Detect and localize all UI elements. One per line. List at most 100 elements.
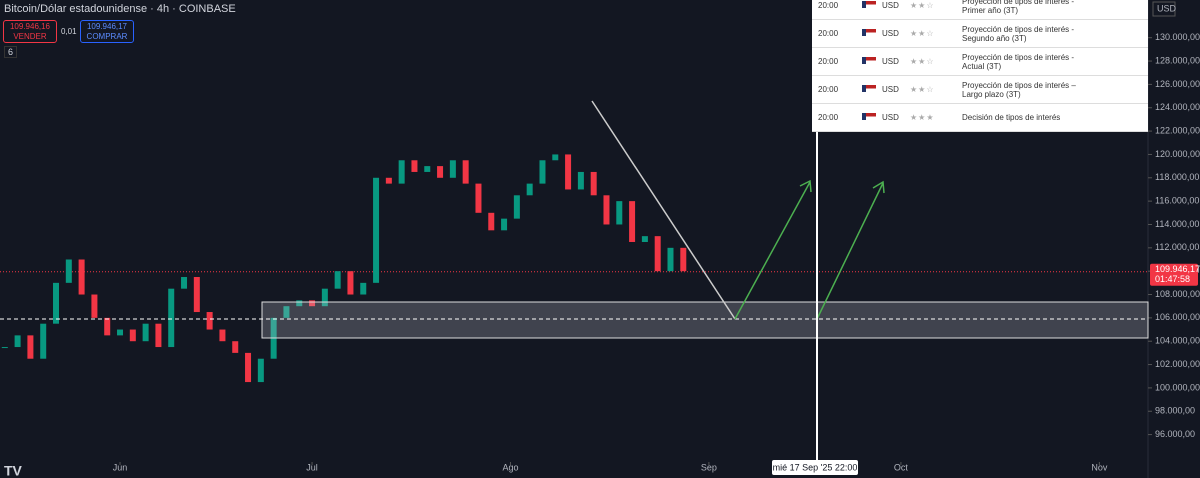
event-title: Proyección de tipos de interés - Segundo… [962, 24, 1075, 43]
buy-price: 109.946,17 [86, 22, 128, 31]
candle [117, 329, 124, 336]
event-title: Proyección de tipos de interés – Largo p… [962, 80, 1076, 99]
indicator-count[interactable]: 6 [4, 46, 18, 58]
candle [539, 160, 546, 184]
candle [142, 323, 149, 342]
candle [1, 347, 8, 349]
event-row[interactable]: 20:00 USD ★★☆ Proyección de tipos de interé… [812, 48, 1148, 76]
candle [360, 282, 367, 295]
x-tick-label: Oct [894, 462, 909, 472]
event-title: Proyección de tipos de interés - Actual … [962, 52, 1075, 71]
candle [449, 160, 456, 178]
event-row[interactable]: 20:00 USD ★★☆ Proyección de tipos de interé… [812, 0, 1148, 20]
flag [856, 1, 876, 10]
sell-price: 109.946,16 [9, 22, 51, 31]
time-label-bg [772, 460, 858, 475]
importance: ★★☆ [910, 1, 935, 10]
event-currency: USD [882, 113, 899, 122]
candle [475, 183, 482, 213]
y-tick-label: 126.000,00 [1155, 79, 1200, 89]
candle [565, 154, 572, 190]
candle [91, 294, 98, 318]
y-tick-label: 122.000,00 [1155, 125, 1200, 135]
y-tick-label: 118.000,00 [1155, 172, 1199, 182]
event-time: 20:00 [818, 113, 839, 122]
flag [856, 57, 876, 66]
candle [321, 288, 328, 307]
y-tick-label: 98.000,00 [1155, 406, 1195, 416]
spread: 0,01 [61, 27, 77, 36]
y-tick-label: 114.000,00 [1155, 219, 1199, 229]
candle [501, 218, 508, 231]
x-tick-label: Sep [701, 462, 717, 472]
candle [347, 271, 354, 295]
flag [856, 29, 876, 38]
sell-button[interactable]: 109.946,16 VENDER [3, 20, 57, 43]
trend-line [591, 100, 736, 320]
event-time: 20:00 [818, 29, 839, 38]
zone-box [261, 301, 1149, 339]
event-currency: USD [882, 85, 899, 94]
event-row[interactable]: 20:00 USD ★★☆ Proyección de tipos de interé… [812, 20, 1148, 48]
candle [629, 201, 636, 242]
candle [27, 335, 34, 359]
candle [193, 277, 200, 313]
candle [334, 271, 341, 289]
candle [513, 195, 520, 219]
candle [603, 195, 610, 225]
x-tick-label: Ago [502, 462, 518, 472]
event-row[interactable]: 20:00 USD ★★☆ Proyección de tipos de interé… [812, 76, 1148, 104]
candle [219, 329, 226, 342]
symbol: Bitcoin/Dólar estadounidense · 4h · COIN… [4, 3, 236, 15]
y-tick-label: 130.000,00 [1155, 32, 1200, 42]
last-price: 109.946,17 [1155, 264, 1200, 274]
x-tick-label: Jul [306, 462, 318, 472]
candle [296, 300, 303, 307]
x-tick-label: Jun [113, 462, 128, 472]
y-tick-label: 106.000,00 [1155, 312, 1200, 322]
candle [616, 201, 623, 225]
candle [53, 282, 60, 324]
currency: USD [1157, 3, 1177, 13]
candle [462, 160, 469, 184]
logo: TV [4, 463, 23, 478]
y-tick-label: 100.000,00 [1155, 382, 1200, 392]
y-tick-label: 108.000,00 [1155, 289, 1200, 299]
y-tick-label: 104.000,00 [1155, 336, 1200, 346]
candle [232, 341, 239, 353]
importance: ★★☆ [910, 85, 935, 94]
candle [245, 352, 252, 383]
candle [680, 247, 687, 272]
y-tick-label: 96.000,00 [1155, 429, 1195, 439]
candle [155, 323, 162, 348]
countdown: 01:47:58 [1155, 274, 1190, 284]
candle [577, 171, 584, 190]
x-tick-label: Nov [1091, 462, 1108, 472]
candle [437, 166, 444, 178]
arrow-head [872, 180, 885, 194]
candle [398, 160, 405, 184]
price-axis [1148, 0, 1200, 478]
event-row[interactable]: 20:00 USD ★★★ Decisión de tipos de interés [812, 104, 1148, 132]
buy-label: COMPRAR [86, 32, 128, 41]
candle [526, 183, 533, 196]
candle [385, 177, 392, 184]
event-title: Proyección de tipos de interés - Primer … [962, 0, 1075, 15]
arrow [816, 182, 884, 320]
event-time: 20:00 [818, 85, 839, 94]
candle [104, 317, 111, 336]
buy-button[interactable]: 109.946,17 COMPRAR [80, 20, 134, 43]
candle [181, 277, 188, 289]
flag [856, 113, 876, 122]
y-tick-label: 128.000,00 [1155, 55, 1200, 65]
candle [590, 171, 597, 196]
candle [129, 329, 136, 342]
candle [14, 335, 21, 348]
flag [856, 85, 876, 94]
event-currency: USD [882, 29, 899, 38]
candle [411, 160, 418, 172]
arrow-head [799, 179, 812, 193]
importance: ★★★ [910, 113, 935, 122]
